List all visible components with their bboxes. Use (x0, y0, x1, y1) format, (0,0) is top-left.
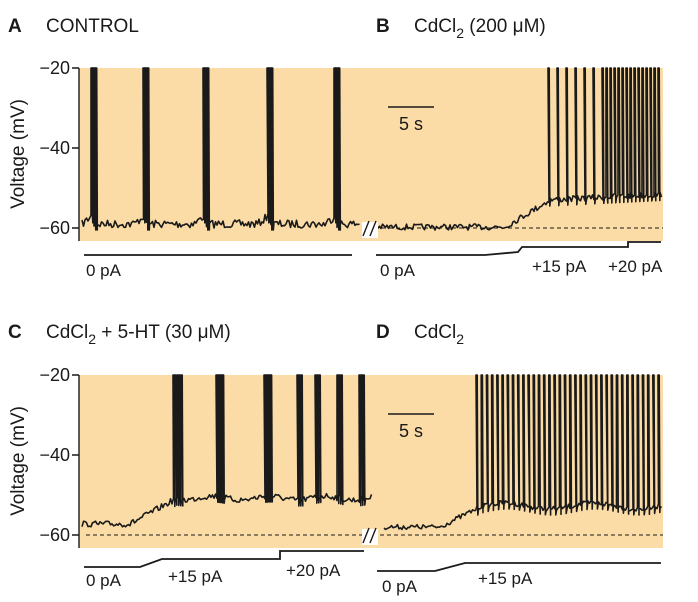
current-label-b-0: 0 pA (380, 261, 416, 280)
current-step-b (376, 241, 661, 256)
trace-c (81, 374, 373, 528)
panel-label-a: A (8, 16, 22, 37)
current-step-c (84, 550, 364, 568)
tick-label-bottom-neg40: −40 (39, 445, 70, 465)
axis-break-bottom (362, 527, 378, 545)
panel-title-a: CONTROL (46, 16, 139, 37)
panel-title-c: CdCl2 + 5-HT (30 μM) (46, 322, 231, 347)
trace-a (81, 67, 360, 231)
tick-label-top-neg20: −20 (39, 58, 70, 78)
scale-bar-label-top: 5 s (399, 114, 423, 134)
current-step-d (377, 562, 661, 572)
panel-title-b: CdCl2 (200 μM) (414, 16, 546, 41)
tick-label-bottom-neg60: −60 (39, 525, 70, 545)
tick-label-top-neg40: −40 (39, 138, 70, 158)
tick-label-top-neg60: −60 (39, 218, 70, 238)
current-label-b-20: +20 pA (608, 257, 663, 276)
trace-b (377, 67, 663, 231)
tick-label-bottom-neg20: −20 (39, 365, 70, 385)
current-label-d-0: 0 pA (382, 577, 418, 596)
current-label-d-15: +15 pA (478, 569, 533, 588)
scale-bar-label-bottom: 5 s (399, 421, 423, 441)
y-ticks-top (72, 67, 79, 229)
y-axis-label-top: Voltage (mV) (8, 99, 29, 209)
axis-break-top (362, 220, 378, 238)
current-label-c-20: +20 pA (286, 561, 341, 580)
y-axis-label-bottom: Voltage (mV) (8, 406, 29, 516)
current-label-b-15: +15 pA (532, 257, 587, 276)
panel-label-d: D (376, 322, 390, 343)
y-ticks-bottom (72, 374, 79, 536)
current-label-c-0: 0 pA (86, 571, 122, 590)
panel-label-b: B (376, 16, 390, 37)
panel-label-c: C (8, 322, 22, 343)
panel-title-d: CdCl2 (414, 322, 464, 347)
current-label-a-0: 0 pA (86, 261, 122, 280)
current-label-c-15: +15 pA (168, 567, 223, 586)
trace-d (383, 374, 663, 531)
